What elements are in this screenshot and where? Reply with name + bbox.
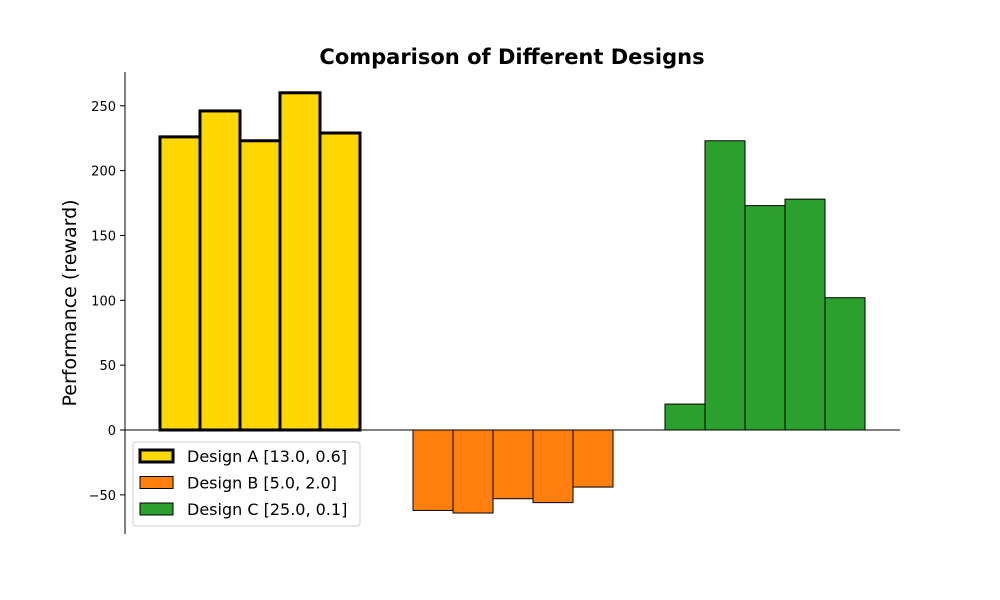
- series-group: [412, 429, 614, 514]
- bar: [158, 135, 202, 432]
- y-tick-label: 150: [91, 229, 116, 244]
- legend-swatch: [139, 502, 174, 516]
- bar: [824, 297, 866, 431]
- bars-layer: [158, 91, 866, 514]
- chart-title: Comparison of Different Designs: [319, 45, 704, 69]
- bar: [532, 429, 574, 504]
- legend-label: Design A [13.0, 0.6]: [187, 447, 347, 466]
- bar: [452, 429, 494, 514]
- bar: [492, 429, 534, 500]
- bar: [238, 139, 282, 432]
- bar: [704, 140, 746, 431]
- y-tick-label: 250: [91, 100, 116, 115]
- bar: [412, 429, 454, 511]
- bar: [572, 429, 614, 488]
- y-axis-label: Performance (reward): [59, 199, 81, 406]
- y-tick-label: 0: [108, 424, 116, 439]
- series-group: [664, 140, 866, 431]
- y-tick-label: 100: [91, 294, 116, 309]
- bar: [198, 109, 242, 432]
- legend-label: Design C [25.0, 0.1]: [187, 500, 347, 519]
- y-tick-label: 200: [91, 165, 116, 180]
- legend: Design A [13.0, 0.6] Design B [5.0, 2.0] D…: [132, 441, 361, 527]
- bar: [318, 131, 362, 432]
- bar: [784, 198, 826, 431]
- legend-frame: [132, 441, 361, 527]
- series-group: [158, 91, 362, 432]
- legend-label: Design B [5.0, 2.0]: [187, 474, 337, 493]
- y-tick-label: 50: [99, 359, 116, 374]
- axes-layer: 250 200 150 100 50 0 −50: [89, 72, 900, 534]
- legend-swatch: [139, 476, 174, 489]
- bar: [664, 403, 706, 431]
- y-tick-label: −50: [89, 489, 116, 504]
- bar: [744, 205, 786, 431]
- bar: [278, 91, 322, 432]
- legend-swatch: [138, 448, 175, 464]
